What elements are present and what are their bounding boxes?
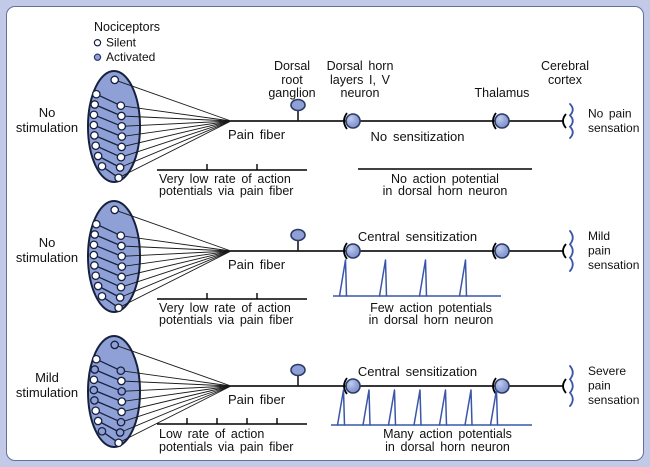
svg-text:Central sensitization: Central sensitization	[358, 364, 477, 379]
svg-text:No: No	[39, 105, 56, 120]
svg-text:Pain fiber: Pain fiber	[228, 127, 286, 142]
svg-text:potentials via pain fiber: potentials via pain fiber	[159, 313, 293, 327]
svg-text:potentials via pain fiber: potentials via pain fiber	[159, 440, 293, 454]
svg-text:sensation: sensation	[588, 393, 639, 407]
svg-text:layers I, V: layers I, V	[330, 73, 391, 87]
svg-text:Silent: Silent	[106, 36, 137, 50]
svg-text:pain: pain	[588, 379, 611, 393]
svg-text:Pain fiber: Pain fiber	[228, 257, 286, 272]
svg-text:No pain: No pain	[588, 107, 632, 121]
svg-text:Pain fiber: Pain fiber	[228, 392, 286, 407]
svg-text:Severe: Severe	[588, 364, 626, 378]
svg-text:neuron: neuron	[341, 86, 380, 100]
svg-text:in dorsal horn neuron: in dorsal horn neuron	[385, 440, 510, 454]
svg-text:stimulation: stimulation	[16, 385, 78, 400]
svg-text:pain: pain	[588, 244, 611, 258]
svg-text:No sensitization: No sensitization	[371, 129, 465, 144]
svg-text:Dorsal horn: Dorsal horn	[327, 59, 394, 73]
svg-text:Central sensitization: Central sensitization	[358, 229, 477, 244]
svg-text:sensation: sensation	[588, 258, 639, 272]
svg-text:potentials via pain fiber: potentials via pain fiber	[159, 184, 293, 198]
svg-text:in dorsal horn neuron: in dorsal horn neuron	[383, 184, 508, 198]
svg-text:Low rate of action: Low rate of action	[159, 427, 264, 441]
svg-text:Thalamus: Thalamus	[475, 86, 530, 100]
svg-text:Mild: Mild	[35, 370, 59, 385]
svg-text:stimulation: stimulation	[16, 120, 78, 135]
svg-text:Mild: Mild	[588, 229, 610, 243]
svg-text:root: root	[281, 73, 303, 87]
svg-text:ganglion: ganglion	[268, 86, 315, 100]
svg-text:Cerebral: Cerebral	[541, 59, 589, 73]
svg-text:stimulation: stimulation	[16, 250, 78, 265]
svg-text:in dorsal horn neuron: in dorsal horn neuron	[369, 313, 494, 327]
svg-text:Dorsal: Dorsal	[274, 59, 310, 73]
svg-text:Nociceptors: Nociceptors	[94, 20, 160, 34]
svg-text:Many action potentials: Many action potentials	[383, 427, 512, 441]
svg-text:sensation: sensation	[588, 121, 639, 135]
svg-text:No: No	[39, 235, 56, 250]
svg-text:Activated: Activated	[106, 50, 155, 64]
svg-text:cortex: cortex	[548, 73, 583, 87]
